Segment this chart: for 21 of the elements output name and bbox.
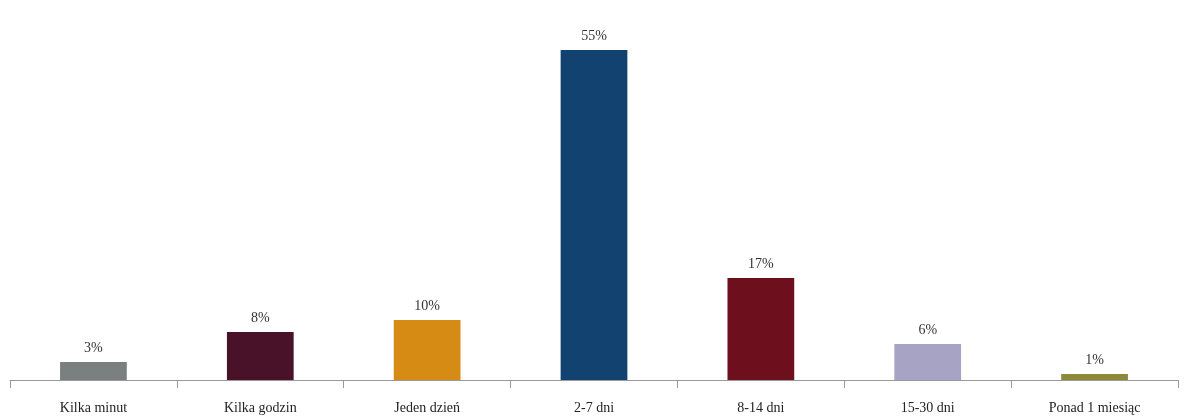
bar: [1061, 374, 1128, 380]
x-tick-label: Kilka godzin: [223, 399, 297, 415]
x-tick-label: 2-7 dni: [573, 399, 615, 415]
x-tick-label: Kilka minut: [59, 399, 128, 415]
x-tick-label: Ponad 1 miesiąc: [1048, 399, 1141, 415]
x-tick-label: 8-14 dni: [737, 399, 785, 415]
data-label: 10%: [414, 297, 441, 313]
data-label: 55%: [581, 27, 608, 43]
data-label: 6%: [918, 321, 938, 337]
x-tick-label: Jeden dzień: [394, 399, 460, 415]
bar: [727, 278, 795, 380]
data-label: 17%: [748, 255, 775, 271]
bar: [894, 344, 962, 380]
data-label: 3%: [84, 339, 104, 355]
bar: [560, 50, 628, 380]
bar: [226, 332, 294, 380]
data-label: 1%: [1085, 351, 1105, 367]
bar: [60, 362, 127, 380]
data-label: 8%: [250, 309, 270, 325]
bar: [393, 320, 461, 380]
x-tick-label: 15-30 dni: [900, 399, 955, 415]
